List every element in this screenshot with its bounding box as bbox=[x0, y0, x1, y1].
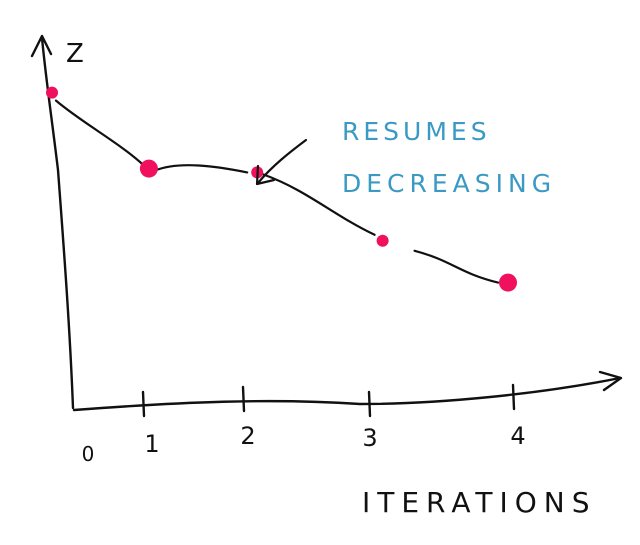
axes bbox=[30, 34, 623, 412]
data-point bbox=[139, 159, 158, 178]
annotation: RESUMES DECREASING bbox=[255, 117, 556, 198]
x-axis-label: ITERATIONS bbox=[362, 486, 596, 519]
x-ticks: 0 1 2 3 4 bbox=[82, 383, 526, 466]
x-tick-mark bbox=[241, 385, 246, 413]
annotation-line-1: RESUMES bbox=[342, 117, 491, 146]
x-tick-label: 1 bbox=[144, 430, 159, 458]
x-tick-mark bbox=[511, 383, 516, 411]
annotation-arrowhead bbox=[255, 164, 276, 186]
series-line-segment bbox=[262, 173, 376, 236]
x-tick-label: 2 bbox=[240, 422, 255, 450]
y-axis-arrowhead bbox=[30, 34, 53, 58]
data-point bbox=[376, 234, 389, 247]
x-tick-label: 3 bbox=[362, 424, 377, 452]
data-point bbox=[499, 273, 517, 292]
x-axis bbox=[72, 376, 622, 412]
series-line-segment bbox=[153, 164, 249, 174]
annotation-arrow bbox=[256, 138, 308, 185]
x-tick-label: 0 bbox=[82, 442, 95, 466]
y-axis-label: Z bbox=[66, 39, 84, 69]
series-line-segment bbox=[413, 249, 500, 284]
series-line-segment bbox=[54, 99, 144, 166]
annotation-line-2: DECREASING bbox=[342, 169, 556, 198]
x-tick-mark bbox=[141, 390, 146, 418]
x-axis-arrowhead bbox=[598, 370, 623, 392]
data-point bbox=[46, 86, 58, 99]
x-tick-label: 4 bbox=[510, 422, 525, 450]
x-tick-mark bbox=[367, 390, 372, 418]
data-series bbox=[46, 86, 517, 292]
y-axis bbox=[40, 36, 75, 410]
